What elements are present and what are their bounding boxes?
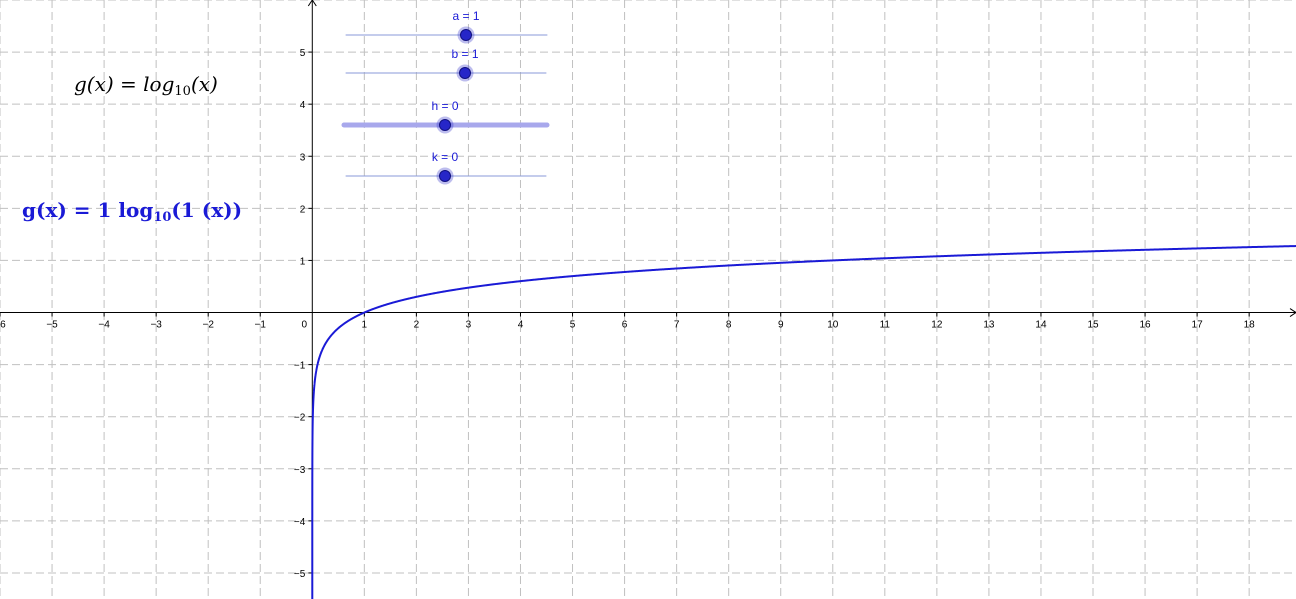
x-tick-label: 11 [880,320,891,331]
x-tick-label: 14 [1035,320,1047,331]
slider-label: k = 0 [432,150,459,164]
x-tick-label: −5 [46,320,58,331]
x-tick-label: −1 [255,320,267,331]
tick-labels: −6−5−4−3−2−10123456789101112131415161718… [0,48,1255,580]
current-formula[interactable]: g(x) = 1 log10(1 (x)) [22,198,242,225]
x-tick-label: 0 [302,320,308,331]
x-tick-label: −6 [0,320,6,331]
function-curve[interactable] [311,245,1296,599]
x-tick-label: −4 [98,320,110,331]
x-axis-arrow-icon [1289,308,1296,317]
slider-a[interactable]: a = 1 [345,9,548,44]
current-formula-base: 10 [153,210,172,225]
x-tick-label: 10 [827,320,839,331]
x-tick-label: 7 [674,320,680,331]
slider-k[interactable]: k = 0 [345,150,547,185]
x-tick-label: 3 [466,320,472,331]
slider-b[interactable]: b = 1 [345,47,547,82]
x-tick-label: 2 [414,320,420,331]
x-tick-label: −2 [202,320,214,331]
x-tick-label: 4 [518,320,524,331]
slider-handle[interactable] [460,29,472,41]
y-tick-label: −1 [294,361,306,372]
general-formula-fn: g(x) = log [74,72,175,96]
x-tick-label: −3 [150,320,162,331]
x-tick-label: 6 [622,320,628,331]
x-tick-label: 9 [778,320,784,331]
x-tick-label: 8 [726,320,732,331]
x-tick-label: 16 [1139,320,1151,331]
y-tick-label: −2 [294,413,306,424]
general-formula-base: 10 [174,84,191,99]
current-formula-arg: (1 (x)) [171,198,243,222]
y-tick-label: 3 [300,152,306,163]
y-tick-label: −5 [294,569,306,580]
x-tick-label: 12 [931,320,943,331]
y-tick-label: −3 [294,465,306,476]
slider-handle[interactable] [439,119,451,131]
slider-handle[interactable] [459,67,471,79]
slider-label: b = 1 [451,47,478,61]
slider-h[interactable]: h = 0 [341,99,550,134]
slider-label: h = 0 [431,99,458,113]
slider-label: a = 1 [452,9,479,23]
y-tick-label: −4 [294,517,306,528]
current-formula-fn: g(x) = 1 log [22,198,154,222]
y-tick-label: 1 [300,256,306,267]
x-tick-label: 15 [1087,320,1099,331]
general-formula-arg: (x) [190,72,218,96]
slider-handle[interactable] [439,170,451,182]
x-tick-label: 18 [1244,320,1256,331]
x-tick-label: 1 [362,320,368,331]
x-tick-label: 17 [1192,320,1204,331]
x-tick-label: 13 [983,320,995,331]
general-formula[interactable]: g(x) = log10(x) [74,72,218,99]
x-tick-label: 5 [570,320,576,331]
y-axis-arrow-icon [307,0,317,7]
function-curve-group[interactable] [311,245,1296,599]
y-tick-label: 2 [300,204,306,215]
y-tick-label: 5 [300,48,306,59]
sliders[interactable]: a = 1 b = 1 h = 0 k = 0 [341,9,550,185]
y-tick-label: 4 [300,100,306,111]
